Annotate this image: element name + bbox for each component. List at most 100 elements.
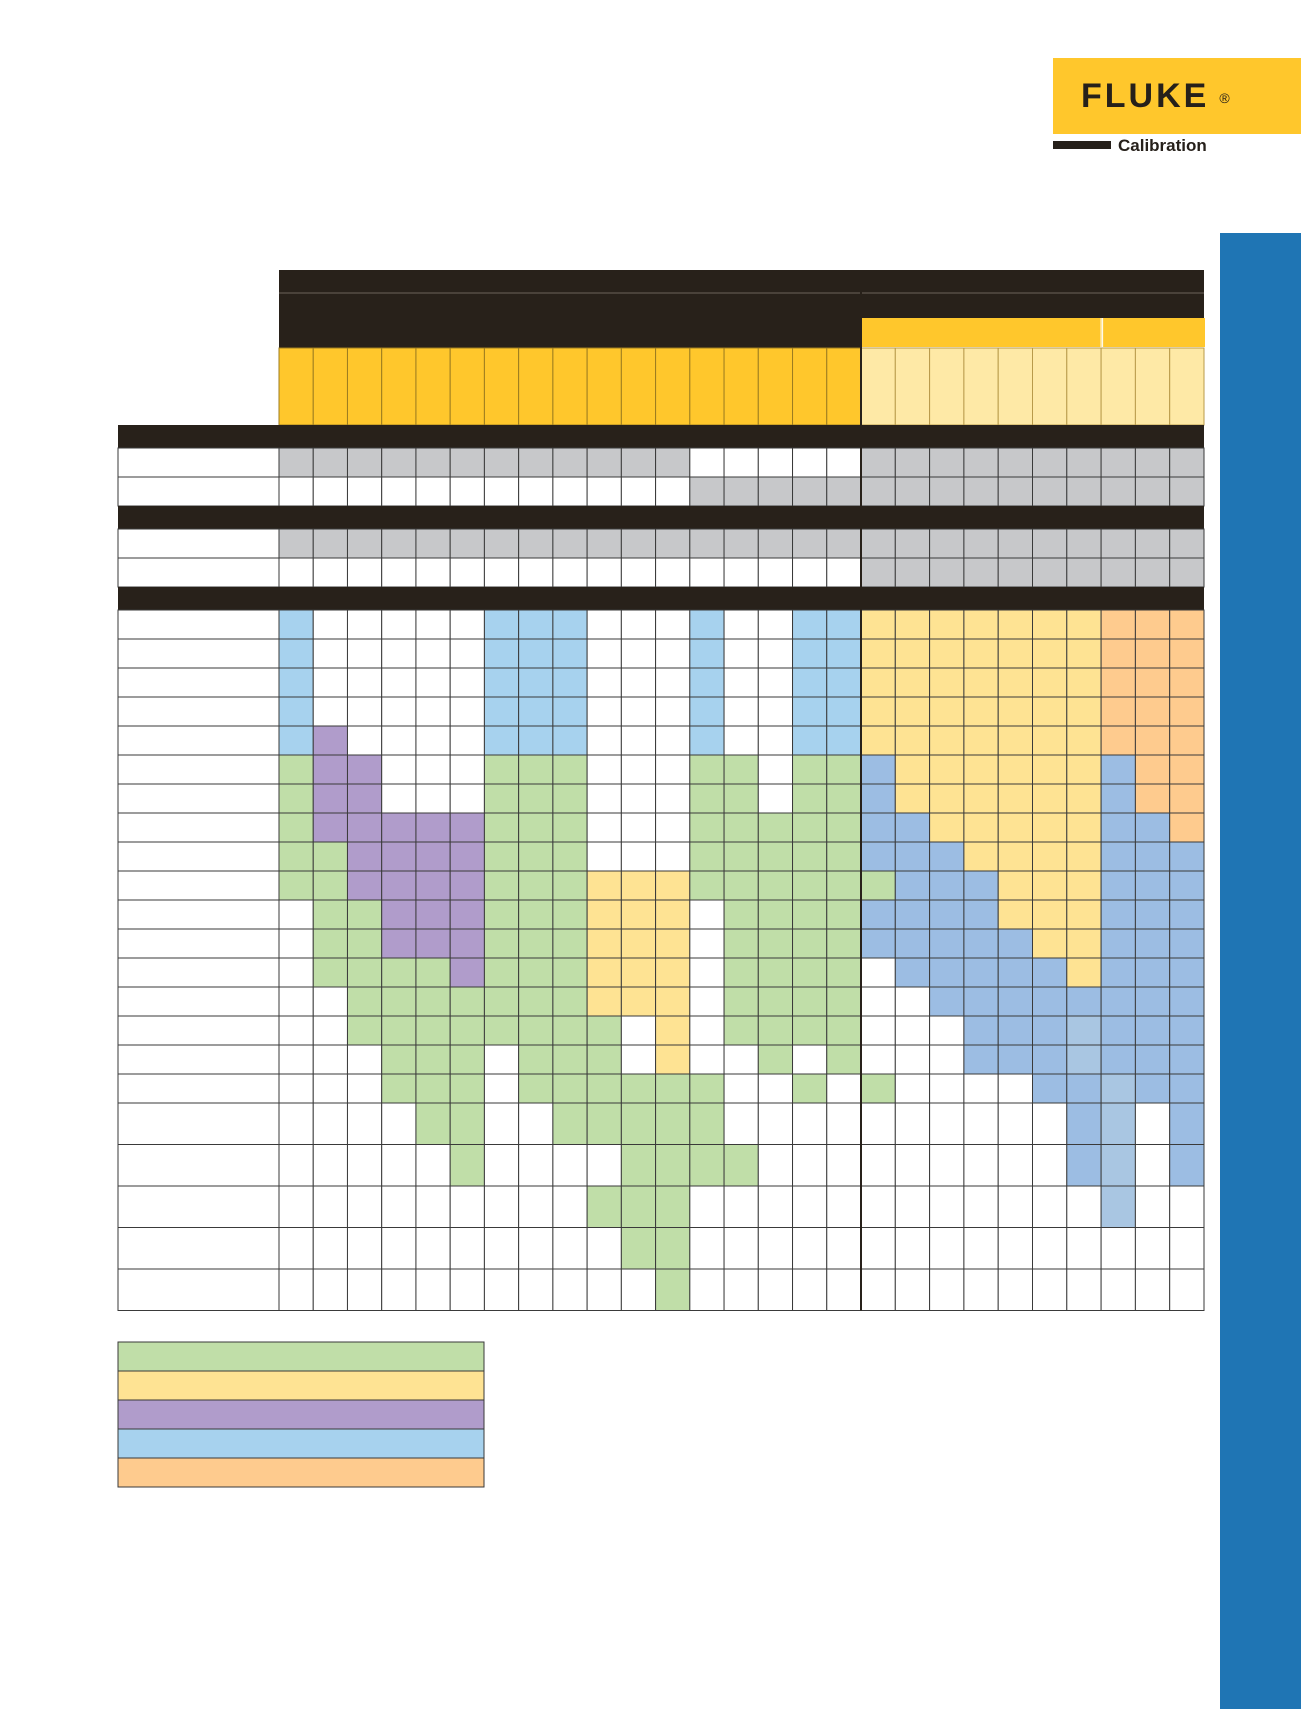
grid-cell: [757, 1144, 794, 1187]
grid-cell: [381, 1073, 417, 1104]
grid-cell: [963, 557, 999, 588]
grid-cell: [929, 725, 965, 756]
grid-cell: [415, 812, 451, 843]
column-header-cell: [381, 347, 417, 426]
grid-cell: [963, 986, 999, 1017]
grid-cell: [278, 1073, 314, 1104]
grid-cell: [997, 1102, 1034, 1145]
grid-cell: [894, 928, 931, 959]
grid-cell: [1032, 928, 1068, 959]
row-label-cell: [117, 1144, 280, 1187]
grid-cell: [894, 447, 931, 478]
column-header-cell: [586, 347, 622, 426]
grid-cell: [792, 986, 828, 1017]
grid-cell: [1100, 696, 1136, 727]
legend-swatch: [117, 1370, 485, 1401]
row-label-cell: [117, 1073, 280, 1104]
grid-cell: [1066, 928, 1102, 959]
grid-cell: [518, 557, 554, 588]
grid-cell: [1100, 783, 1136, 814]
grid-cell: [483, 1102, 520, 1145]
grid-cell: [620, 783, 657, 814]
grid-cell: [792, 812, 828, 843]
grid-cell: [620, 957, 657, 988]
grid-cell: [449, 725, 485, 756]
grid-cell: [278, 557, 314, 588]
grid-cell: [963, 957, 999, 988]
grid-cell: [518, 957, 554, 988]
grid-cell: [346, 609, 383, 640]
grid-cell: [381, 812, 417, 843]
grid-cell: [346, 754, 383, 785]
grid-cell: [312, 986, 348, 1017]
grid-cell: [792, 1227, 828, 1270]
grid-cell: [346, 696, 383, 727]
grid-cell: [757, 928, 794, 959]
grid-cell: [894, 957, 931, 988]
grid-cell: [929, 638, 965, 669]
grid-cell: [620, 1185, 657, 1228]
grid-cell: [929, 1015, 965, 1046]
grid-cell: [860, 986, 896, 1017]
grid-cell: [757, 986, 794, 1017]
grid-cell: [1134, 557, 1171, 588]
grid-cell: [929, 812, 965, 843]
grid-cell: [552, 476, 588, 507]
row-label-cell: [117, 1044, 280, 1075]
grid-cell: [826, 528, 862, 559]
grid-cell: [415, 638, 451, 669]
grid-cell: [1066, 1044, 1102, 1075]
grid-cell: [1169, 696, 1205, 727]
grid-cell: [860, 783, 896, 814]
grid-cell: [1134, 1044, 1171, 1075]
grid-cell: [620, 1073, 657, 1104]
grid-cell: [689, 1268, 725, 1311]
column-header-cell: [449, 347, 485, 426]
grid-cell: [552, 957, 588, 988]
column-header-cell: [278, 347, 314, 426]
grid-cell: [792, 609, 828, 640]
grid-cell: [723, 986, 759, 1017]
grid-cell: [1066, 557, 1102, 588]
grid-cell: [415, 783, 451, 814]
grid-cell: [894, 609, 931, 640]
grid-cell: [1032, 1144, 1068, 1187]
grid-cell: [1066, 841, 1102, 872]
grid-cell: [278, 447, 314, 478]
grid-cell: [1100, 557, 1136, 588]
grid-cell: [278, 609, 314, 640]
grid-cell: [1134, 725, 1171, 756]
grid-cell: [586, 638, 622, 669]
grid-cell: [689, 557, 725, 588]
grid-cell: [620, 1144, 657, 1187]
grid-cell: [1032, 725, 1068, 756]
grid-cell: [689, 928, 725, 959]
grid-cell: [415, 1227, 451, 1270]
grid-cell: [1032, 1102, 1068, 1145]
grid-cell: [1134, 528, 1171, 559]
grid-cell: [415, 476, 451, 507]
grid-cell: [929, 1227, 965, 1270]
grid-cell: [620, 1102, 657, 1145]
grid-cell: [826, 609, 862, 640]
grid-cell: [860, 667, 896, 698]
grid-cell: [586, 528, 622, 559]
grid-cell: [518, 1102, 554, 1145]
grid-cell: [689, 986, 725, 1017]
grid-cell: [1100, 447, 1136, 478]
grid-cell: [346, 812, 383, 843]
grid-cell: [312, 638, 348, 669]
grid-cell: [997, 638, 1034, 669]
column-header-cell: [792, 347, 828, 426]
grid-cell: [312, 1044, 348, 1075]
column-header-cell: [963, 347, 999, 426]
grid-cell: [1032, 899, 1068, 930]
grid-cell: [278, 841, 314, 872]
grid-cell: [792, 1102, 828, 1145]
grid-cell: [826, 841, 862, 872]
grid-cell: [860, 1268, 896, 1311]
grid-cell: [1066, 986, 1102, 1017]
grid-cell: [723, 667, 759, 698]
grid-cell: [929, 667, 965, 698]
grid-cell: [689, 638, 725, 669]
